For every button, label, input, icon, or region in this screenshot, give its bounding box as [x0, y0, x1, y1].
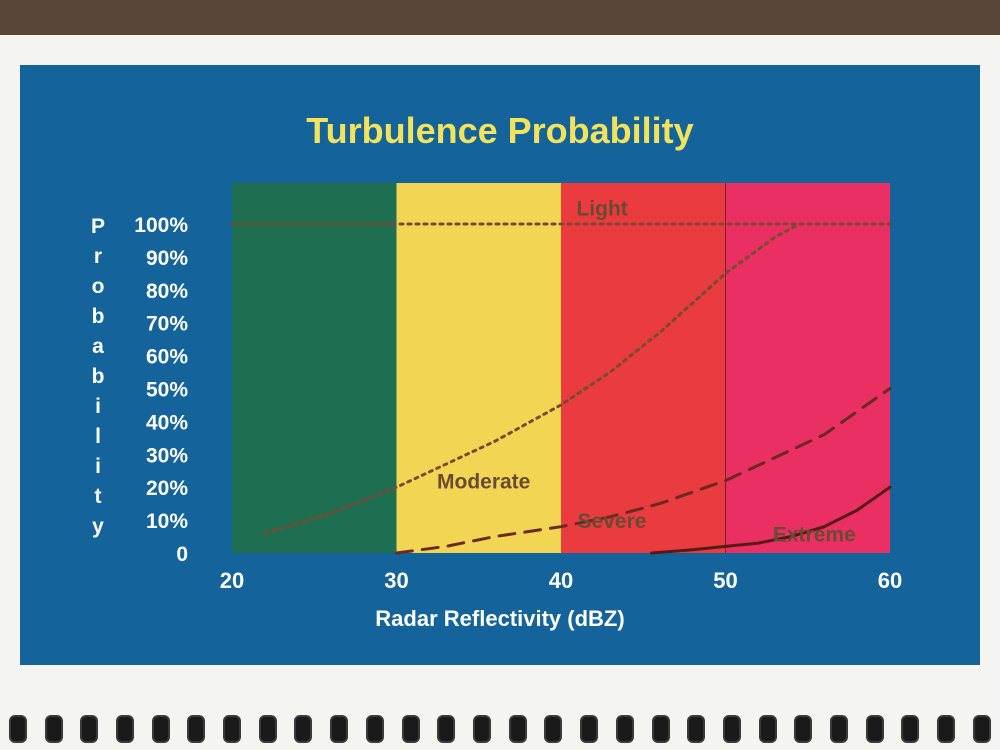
binder-ring	[44, 715, 63, 743]
y-tick-label: 70%	[146, 313, 188, 336]
binder-ring	[472, 715, 491, 743]
y-axis-label-letter: P	[90, 215, 105, 238]
binder-ring	[972, 715, 991, 743]
series-annotation: Moderate	[437, 471, 530, 494]
y-tick-label: 90%	[146, 247, 188, 270]
y-axis-label-letter: r	[93, 245, 103, 268]
series-annotation: Severe	[578, 510, 647, 533]
binder-ring	[937, 715, 956, 743]
y-tick-label: 40%	[146, 411, 188, 434]
y-axis-label-letter: t	[94, 485, 102, 508]
y-tick-label: 60%	[146, 346, 188, 369]
binder-ring	[687, 715, 706, 743]
y-axis-label-letter: y	[92, 515, 104, 538]
y-tick-label: 80%	[146, 280, 188, 303]
binder-ring	[651, 715, 670, 743]
probability-band	[725, 183, 890, 553]
binder-ring	[758, 715, 777, 743]
y-tick-label: 30%	[146, 444, 188, 467]
series-annotation: Light	[576, 198, 627, 221]
probability-band	[396, 183, 561, 553]
binder-ring	[115, 715, 134, 743]
binder-ring	[865, 715, 884, 743]
binder-ring	[294, 715, 313, 743]
binder-ring	[223, 715, 242, 743]
binder-ring	[544, 715, 563, 743]
binder-ring	[901, 715, 920, 743]
binder-ring	[187, 715, 206, 743]
binder-ring	[330, 715, 349, 743]
binder-ring	[365, 715, 384, 743]
series-line-severe	[395, 387, 892, 555]
binder-ring	[580, 715, 599, 743]
binder-ring	[794, 715, 813, 743]
y-axis-label-letter: o	[91, 275, 105, 298]
probability-band	[561, 183, 726, 553]
x-tick-label: 60	[878, 568, 902, 593]
binder-ring	[401, 715, 420, 743]
series-line-extreme	[650, 485, 892, 555]
y-tick-label: 10%	[146, 510, 188, 533]
chart-title: Turbulence Probability	[306, 110, 694, 151]
x-tick-label: 20	[220, 568, 244, 593]
binder-ring	[258, 715, 277, 743]
x-axis-label: Radar Reflectivity (dBZ)	[375, 606, 625, 631]
y-axis-label-letter: b	[91, 365, 105, 388]
y-axis-label-letter: b	[91, 305, 105, 328]
binder-ring	[151, 715, 170, 743]
binder-ring	[437, 715, 456, 743]
y-tick-label: 20%	[146, 477, 188, 500]
y-tick-label: 0	[176, 543, 188, 566]
y-tick-label: 50%	[146, 379, 188, 402]
x-tick-label: 30	[384, 568, 408, 593]
y-axis-label-letter: i	[95, 395, 101, 418]
binder-ring	[8, 715, 27, 743]
series-annotation: Extreme	[773, 523, 856, 546]
binder-ring	[830, 715, 849, 743]
binder-rings	[0, 715, 1000, 750]
binder-ring	[615, 715, 634, 743]
y-tick-label: 100%	[134, 214, 188, 237]
y-axis-label-letter: i	[95, 455, 101, 478]
y-axis-label-letter: a	[92, 335, 104, 358]
binder-ring	[508, 715, 527, 743]
x-tick-label: 50	[713, 568, 737, 593]
probability-band	[232, 183, 397, 553]
y-axis-label-letter: l	[95, 425, 101, 448]
series-line-moderate	[263, 222, 801, 535]
x-tick-label: 40	[549, 568, 573, 593]
binder-ring	[80, 715, 99, 743]
binder-ring	[722, 715, 741, 743]
